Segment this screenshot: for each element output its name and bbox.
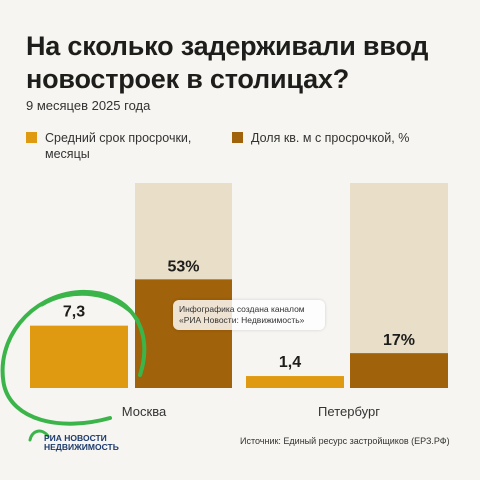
chart-title: На сколько задерживали ввод новостроек в… (26, 31, 429, 94)
delay-label-0: 7,3 (63, 304, 85, 321)
logo-line-1: РИА НОВОСТИ (44, 433, 107, 443)
category-label-0: Москва (122, 404, 167, 419)
share-label-1: 17% (383, 332, 415, 349)
legend-swatch-delay (26, 132, 37, 143)
chart-subtitle: 9 месяцев 2025 года (26, 98, 151, 113)
logo-line-2: НЕДВИЖИМОСТЬ (44, 442, 119, 452)
delay-bar-1 (246, 376, 344, 388)
annotation-circle-stroke (40, 292, 140, 322)
legend-swatch-share (232, 132, 243, 143)
legend-item-share: Доля кв. м с просрочкой, % (232, 130, 472, 146)
legend-label-delay: Средний срок просрочки, месяцы (45, 131, 192, 161)
share-bar-0 (135, 279, 232, 388)
source-note: Источник: Единый ресурс застройщиков (ЕР… (240, 436, 450, 446)
delay-bar-0 (30, 325, 128, 388)
tooltip-line-2: «РИА Новости: Недвижимость» (179, 315, 305, 325)
logo-swoosh (28, 429, 50, 442)
ria-logo: РИА НОВОСТИ НЕДВИЖИМОСТЬ (44, 434, 119, 452)
tooltip-line-1: Инфографика создана каналом (179, 304, 305, 314)
legend-label-share: Доля кв. м с просрочкой, % (251, 131, 410, 145)
delay-label-1: 1,4 (279, 354, 301, 371)
legend-item-delay: Средний срок просрочки, месяцы (26, 130, 226, 162)
channel-tooltip: Инфографика создана каналом «РИА Новости… (173, 300, 325, 330)
category-label-1: Петербург (318, 404, 380, 419)
share-label-0: 53% (167, 258, 199, 275)
share-bar-1 (350, 353, 448, 388)
